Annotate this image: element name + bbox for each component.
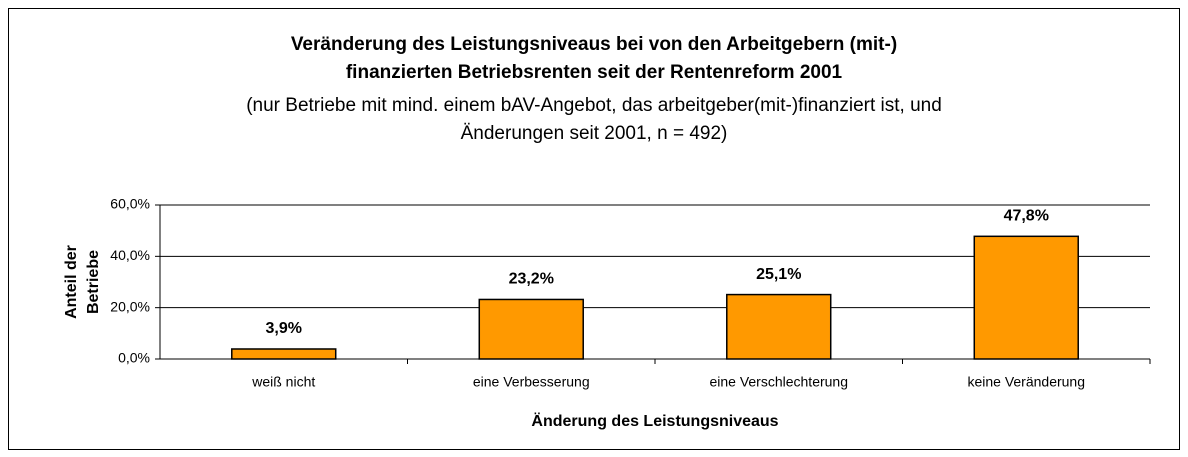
data-label: 25,1% [756,266,801,283]
bar [726,293,832,360]
y-tick-label: 40,0% [110,247,150,263]
data-label: 23,2% [509,271,554,288]
x-tick-label: weiß nicht [251,374,315,390]
bar [973,235,1079,360]
y-axis-label: Anteil der [63,245,80,319]
chart-title: finanzierten Betriebsrenten seit der Ren… [346,62,843,83]
y-tick-label: 20,0% [110,298,150,314]
chart-subtitle: (nur Betriebe mit mind. einem bAV-Angebo… [246,95,942,116]
x-axis-label: Änderung des Leistungsniveaus [531,412,778,430]
chart-frame [8,8,1180,450]
y-tick-label: 0,0% [118,350,150,366]
chart-subtitle: Änderungen seit 2001, n = 492) [461,123,728,144]
x-tick-label: keine Veränderung [967,374,1085,390]
bar [478,298,584,360]
x-tick-label: eine Verschlechterung [709,374,848,390]
y-axis-label: Betriebe [85,250,102,314]
y-tick-label: 60,0% [110,196,150,212]
x-tick-label: eine Verbesserung [473,374,590,390]
data-label: 3,9% [266,320,302,337]
bar [231,348,337,360]
data-label: 47,8% [1004,208,1049,225]
chart-title: Veränderung des Leistungsniveaus bei von… [291,34,897,55]
